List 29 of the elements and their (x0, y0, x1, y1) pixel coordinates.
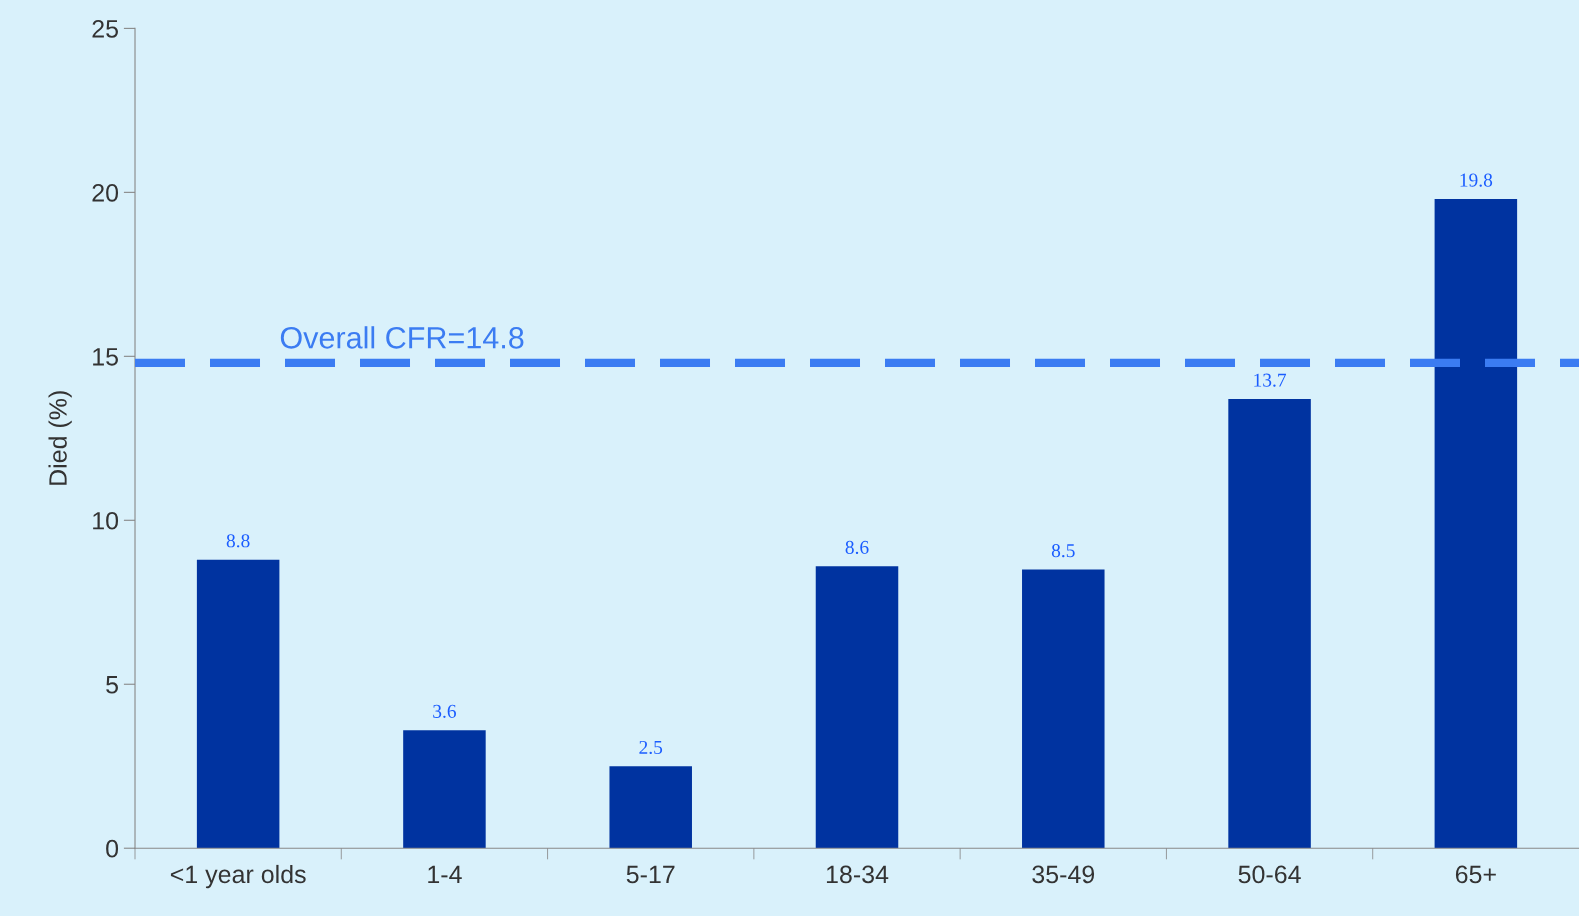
data-label: 19.8 (1460, 173, 1493, 187)
bar (815, 566, 899, 849)
x-tick-label: 1-4 (428, 865, 462, 883)
y-tick-label: 25 (92, 20, 118, 38)
bar (1022, 569, 1105, 849)
ref-line-label: Overall CFR=14.8 (280, 326, 524, 349)
data-label: 3.6 (433, 704, 456, 718)
bar (196, 559, 280, 849)
bar (1434, 198, 1518, 849)
x-tick-label: 5-17 (626, 865, 675, 884)
bar (609, 766, 692, 849)
data-label: 8.6 (845, 540, 869, 554)
x-tick-label: 65+ (1455, 865, 1496, 884)
y-tick-label: 0 (106, 839, 119, 858)
x-tick-label: 18-34 (826, 865, 889, 884)
y-axis-title: Died (%) (48, 391, 72, 485)
x-tick-label: <1 year olds (170, 864, 306, 889)
x-tick-label: 50-64 (1238, 865, 1301, 884)
bar (1228, 398, 1311, 849)
y-tick-label: 10 (93, 511, 119, 530)
data-label: 13.7 (1254, 373, 1287, 387)
data-label: 2.5 (639, 740, 663, 755)
y-tick-label: 20 (92, 183, 119, 202)
data-label: 8.8 (226, 534, 250, 548)
y-tick-label: 5 (106, 676, 118, 694)
y-tick-label: 15 (93, 348, 118, 366)
data-label: 8.5 (1051, 544, 1075, 558)
x-tick-label: 35-49 (1032, 865, 1095, 884)
bar (403, 730, 486, 849)
